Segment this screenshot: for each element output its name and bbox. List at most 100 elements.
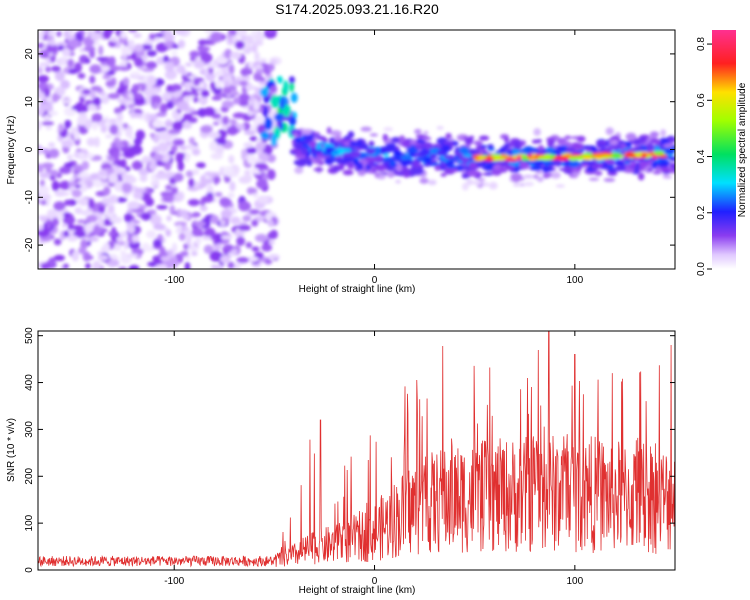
heatmap-cell [51,65,61,73]
heatmap-cell [245,241,253,249]
heatmap-cell [178,232,186,241]
heatmap-cell [181,121,193,130]
snr-xlabel: Height of straight line (km) [299,585,416,596]
heatmap-cell [78,152,85,161]
heatmap-cell [365,156,377,163]
heatmap-cell [199,205,208,212]
heatmap-cell [423,156,432,164]
heatmap-cell [175,152,183,164]
heatmap-cell [291,148,301,154]
heatmap-cell [279,121,284,131]
heatmap-cell [115,160,127,168]
heatmap-cell [98,91,107,97]
heatmap-cell [294,155,306,159]
heatmap-cell [574,142,583,150]
heatmap-cell [669,162,675,169]
heatmap-cell [170,145,178,153]
heatmap-cell [193,220,206,227]
heatmap-cell [367,160,375,168]
heatmap-cell [51,180,60,192]
heatmap-cell [255,69,264,74]
heatmap-cell [253,33,265,42]
heatmap-cell [483,156,495,162]
heatmap-cell [565,146,576,155]
heatmap-cell [251,219,259,227]
heatmap-cell [155,172,167,180]
heatmap-cell [51,92,60,103]
heatmap-cell [120,31,127,39]
snr-frame [37,330,676,571]
heatmap-cell [63,99,70,105]
heatmap-cell [194,237,202,245]
heatmap-cell [107,204,115,214]
heatmap-cell [53,201,66,211]
heatmap-cell [102,30,112,40]
heatmap-cell [53,238,62,246]
heatmap-cell [475,144,482,153]
heatmap-cell [653,150,665,156]
heatmap-cell [105,134,113,139]
heatmap-cell [564,135,572,140]
heatmap-cell [247,111,255,117]
heatmap-cell [180,250,189,257]
snr-ytick-label: 200 [24,467,35,484]
heatmap-cell [254,233,268,243]
heatmap-cell [638,160,649,169]
heatmap-cell [166,215,172,222]
heatmap-cell [187,198,200,207]
heatmap-cell [632,140,642,145]
heatmap-cell [152,119,164,129]
heatmap-cell [100,96,110,104]
heatmap-cell [328,164,334,168]
heatmap-cell [202,235,212,241]
heatmap-cell [321,137,328,143]
heatmap-cell [294,166,304,174]
heatmap-cell [108,118,118,124]
heatmap-cell [667,150,674,155]
heatmap-cell [213,176,221,184]
heatmap-cell [227,192,235,198]
colorbar-gradient [712,30,736,269]
heatmap-cell [504,137,510,143]
heatmap-cell [658,158,667,163]
heatmap-cell [172,121,184,131]
heatmap-cell [200,174,207,186]
heatmap-cell [526,154,534,159]
heatmap-cell [43,114,51,122]
heatmap-cell [82,88,91,95]
colorbar-tick-label: 0.2 [696,205,707,219]
heatmap-cell [382,157,391,162]
heatmap-cell [375,149,381,155]
heatmap-layer [38,30,675,269]
heatmap-cell [219,197,231,206]
heatmap-cell [146,230,157,239]
heatmap-cell [607,164,615,169]
heatmap-cell [246,187,258,194]
heatmap-cell [659,140,666,146]
heatmap-cell [374,164,387,172]
spectrogram-xtick-label: 0 [372,275,378,286]
heatmap-cell [187,245,200,251]
heatmap-cell [85,153,95,159]
heatmap-cell [155,263,168,269]
heatmap-cell [512,182,521,187]
heatmap-cell [228,154,235,164]
heatmap-cell [556,146,567,151]
heatmap-cell [131,160,143,171]
heatmap-cell [68,186,74,192]
heatmap-cell [595,140,608,145]
heatmap-cell [164,69,177,80]
heatmap-cell [478,135,490,141]
colorbar-tick-label: 0.4 [696,149,707,163]
heatmap-cell [243,142,254,148]
heatmap-cell [120,45,132,56]
heatmap-cell [407,147,419,154]
heatmap-cell [38,120,42,131]
heatmap-cell [148,33,156,40]
heatmap-cell [177,39,186,49]
heatmap-cell [107,259,120,267]
heatmap-cell [87,103,96,111]
heatmap-cell [123,240,130,250]
heatmap-cell [312,131,320,136]
heatmap-cell [188,137,196,145]
